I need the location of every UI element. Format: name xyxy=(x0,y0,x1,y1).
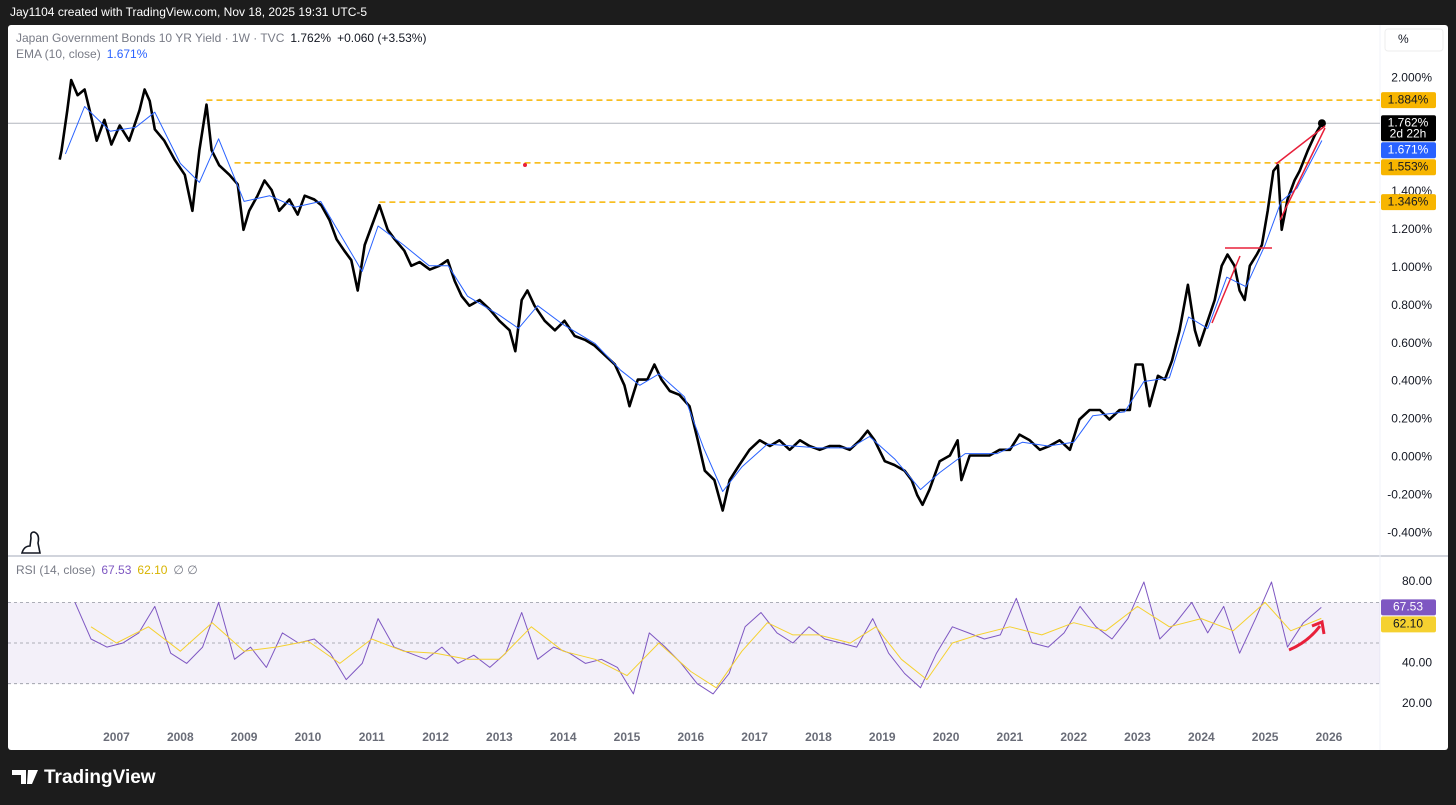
legend: EMA (10, close) 1.671% xyxy=(16,47,148,61)
price-badge-label: 1.346% xyxy=(1388,194,1429,208)
x-tick-label: 2017 xyxy=(741,730,768,744)
x-tick-label: 2015 xyxy=(614,730,641,744)
x-tick-label: 2021 xyxy=(997,730,1024,744)
x-tick-label: 2019 xyxy=(869,730,896,744)
legend-value: 1.762% xyxy=(290,31,331,45)
price-badge xyxy=(1381,616,1436,633)
legend-rsi-ma: 62.10 xyxy=(137,563,167,577)
trend-line xyxy=(1275,125,1326,165)
x-tick-label: 2022 xyxy=(1060,730,1087,744)
x-tick-label: 2016 xyxy=(677,730,704,744)
main-pane: 2.000%1.400%1.200%1.000%0.800%0.600%0.40… xyxy=(8,31,1432,539)
legend-extras: ∅ ∅ xyxy=(173,563,197,577)
price-badge-label: 62.10 xyxy=(1393,617,1423,631)
legend-change: +0.060 (+3.53%) xyxy=(337,31,426,45)
brand-logo xyxy=(12,770,38,784)
brand: TradingView xyxy=(44,767,156,788)
price-badge-label: 1.671% xyxy=(1388,142,1429,156)
series-line xyxy=(64,106,1323,492)
y-tick-label: 1.000% xyxy=(1391,260,1432,274)
logo-icon xyxy=(20,531,41,554)
price-badge xyxy=(1381,159,1436,176)
x-tick-label: 2026 xyxy=(1316,730,1343,744)
x-tick-label: 2014 xyxy=(550,730,577,744)
x-tick-label: 2013 xyxy=(486,730,513,744)
y-tick-label: 0.000% xyxy=(1391,450,1432,464)
price-badge-label: 1.762% xyxy=(1388,115,1429,129)
x-tick-label: 2023 xyxy=(1124,730,1151,744)
x-tick-label: 2010 xyxy=(295,730,322,744)
price-badge xyxy=(1381,194,1436,211)
y-tick-label: 40.00 xyxy=(1402,656,1432,670)
legend-rsi: 67.53 xyxy=(101,563,131,577)
price-badge-label: 1.553% xyxy=(1388,159,1429,173)
chart-area xyxy=(8,25,1448,750)
series-line xyxy=(90,601,1322,689)
price-badge xyxy=(1381,142,1436,159)
trend-line xyxy=(1279,127,1326,221)
y-tick-label: 80.00 xyxy=(1402,574,1432,588)
price-badge xyxy=(1381,92,1436,109)
rsi-arrow xyxy=(1288,625,1322,652)
legend-title: RSI (14, close) xyxy=(16,563,95,577)
y-tick-label: 0.600% xyxy=(1391,336,1432,350)
x-tick-label: 2024 xyxy=(1188,730,1215,744)
x-tick-label: 2009 xyxy=(231,730,258,744)
legend-ema-name: EMA (10, close) xyxy=(16,47,101,61)
x-tick-label: 2008 xyxy=(167,730,194,744)
x-tick-label: 2011 xyxy=(359,730,385,744)
price-badge xyxy=(1381,599,1436,616)
marker-dot xyxy=(523,163,527,167)
legend: RSI (14, close) 67.53 62.10 ∅ ∅ xyxy=(16,563,198,577)
y-tick-label: 2.000% xyxy=(1391,70,1432,84)
x-tick-label: 2020 xyxy=(933,730,960,744)
drawings xyxy=(1211,125,1326,652)
x-tick-label: 2025 xyxy=(1252,730,1279,744)
x-tick-label: 2012 xyxy=(422,730,449,744)
legend: Japan Government Bonds 10 YR Yield · 1W … xyxy=(16,31,426,45)
y-tick-label: 1.200% xyxy=(1391,222,1432,236)
legend-ema-value: 1.671% xyxy=(107,47,148,61)
rsi-pane: 80.00 40.00 20.00 2007 2008 2009 2010 2011 2012 2… xyxy=(8,563,1432,744)
series-line xyxy=(74,581,1322,695)
y-tick-label: 20.00 xyxy=(1402,696,1432,710)
trend-line xyxy=(1211,255,1241,324)
price-badges: 1.884% 1.762%2d 22h 1.671% 1.553% 1.346% 67.5… xyxy=(1381,92,1436,633)
credit: Jay1104 created with TradingView.com, No… xyxy=(10,5,367,19)
unit[interactable]: % xyxy=(1398,32,1409,46)
price-badge-label: 67.53 xyxy=(1393,600,1423,614)
price-badge-label: 1.884% xyxy=(1388,92,1429,106)
price-badge xyxy=(1381,115,1436,142)
y-tick-label: 0.400% xyxy=(1391,374,1432,388)
y-tick-label: 0.800% xyxy=(1391,298,1432,312)
x-tick-label: 2007 xyxy=(103,730,130,744)
y-tick-label: -0.200% xyxy=(1387,487,1432,501)
y-tick-label: 0.200% xyxy=(1391,412,1432,426)
x-tick-label: 2018 xyxy=(805,730,832,744)
countdown: 2d 22h xyxy=(1390,126,1427,140)
legend-title: Japan Government Bonds 10 YR Yield · 1W … xyxy=(16,31,285,45)
last-point xyxy=(1317,119,1326,128)
series-line xyxy=(58,78,1324,512)
arrow-head xyxy=(1311,619,1326,635)
y-tick-label: -0.400% xyxy=(1387,525,1432,539)
unit-button[interactable] xyxy=(1384,28,1444,52)
